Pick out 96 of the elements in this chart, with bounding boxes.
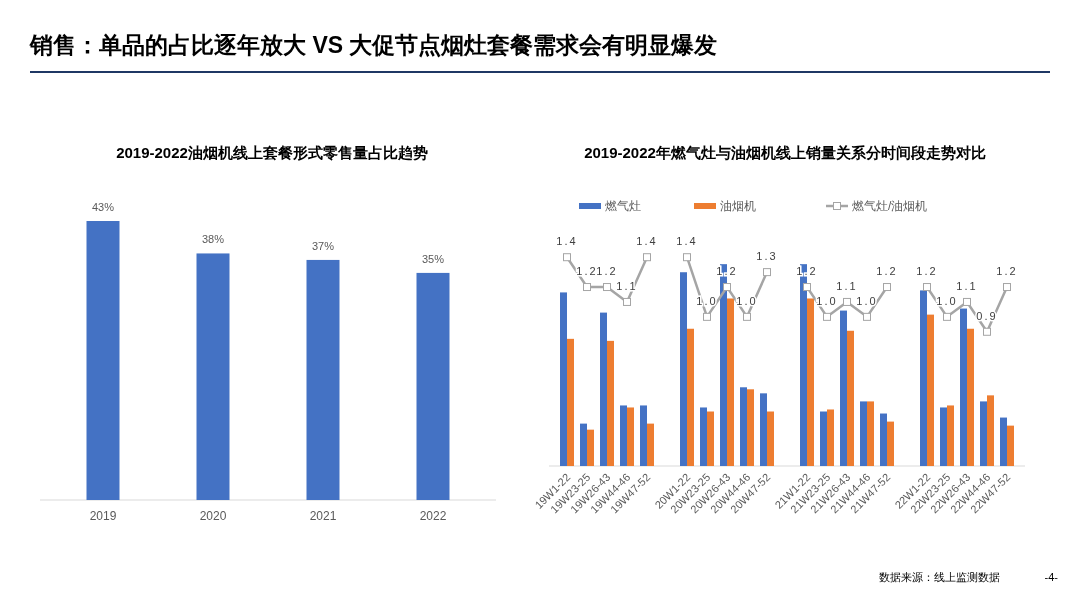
data-label: 1.0 [936, 294, 958, 307]
data-label: 35% [421, 252, 445, 265]
data-label: 1.0 [816, 294, 838, 307]
point [583, 283, 591, 292]
data-label: 1.3 [756, 250, 778, 263]
x-tick-label: 2019 [89, 509, 117, 523]
point [743, 312, 751, 321]
bar [847, 330, 854, 466]
bar [647, 423, 654, 466]
point [1003, 283, 1011, 292]
bar [1007, 425, 1014, 466]
point [683, 253, 691, 262]
bar [927, 314, 934, 466]
data-label: 0.9 [976, 309, 998, 322]
point [603, 283, 611, 292]
point [703, 312, 711, 321]
data-label: 1.0 [736, 294, 758, 307]
bar [640, 405, 647, 466]
text: 销售：单品的占比逐年放大 VS 大促节点烟灶套餐需求会有明显爆发 [29, 32, 718, 58]
bar [820, 411, 827, 466]
bar [587, 429, 594, 466]
legend-label: 燃气灶/油烟机 [852, 199, 928, 213]
point [983, 327, 991, 336]
point [963, 297, 971, 306]
x-tick-label: 2021 [309, 509, 337, 523]
source-note: 数据来源：线上监测数据 [879, 571, 1000, 583]
bar [967, 328, 974, 466]
bar [760, 393, 767, 466]
bar [807, 298, 814, 466]
bar [580, 423, 587, 466]
bar [887, 421, 894, 466]
bar [867, 401, 874, 466]
bar [920, 290, 927, 466]
data-label: 37% [311, 239, 335, 252]
point [883, 283, 891, 292]
data-label: 1.0 [696, 294, 718, 307]
chart-title: 2019-2022年燃气灶与油烟机线上销量关系分时间段走势对比 [584, 144, 986, 161]
point [863, 312, 871, 321]
bar [747, 389, 754, 466]
chart-title: 2019-2022油烟机线上套餐形式零售量占比趋势 [116, 144, 428, 161]
bar [416, 272, 450, 500]
data-label: 1.1 [836, 279, 858, 292]
bar [987, 395, 994, 466]
x-tick-label: 2022 [419, 509, 447, 523]
point [763, 268, 771, 277]
bar [196, 253, 230, 500]
bar [767, 411, 774, 466]
point [623, 297, 631, 306]
data-label: 1.4 [636, 235, 658, 248]
bar [680, 272, 687, 466]
bar [1000, 417, 1007, 466]
bar [960, 308, 967, 466]
point [803, 283, 811, 292]
bar [860, 401, 867, 466]
point [563, 253, 571, 262]
bar [600, 312, 607, 466]
text: -4- [1044, 571, 1059, 583]
x-tick-label: 2020 [199, 509, 227, 523]
legend-label: 燃气灶 [605, 199, 641, 213]
bar [947, 405, 954, 466]
point [823, 312, 831, 321]
data-label: 1.2 [996, 265, 1018, 278]
data-label: 1.2 [576, 265, 598, 278]
bar [707, 411, 714, 466]
data-label: 1.4 [676, 235, 698, 248]
bar [306, 259, 340, 500]
bar [567, 338, 574, 466]
point [943, 312, 951, 321]
data-label: 1.2 [876, 265, 898, 278]
legend-label: 油烟机 [720, 199, 756, 213]
bar [687, 328, 694, 466]
bar [940, 407, 947, 466]
bar [627, 407, 634, 466]
bar [880, 413, 887, 466]
point [723, 283, 731, 292]
bar [827, 409, 834, 466]
data-label: 1.2 [916, 265, 938, 278]
bar [840, 310, 847, 466]
bar [980, 401, 987, 466]
bar [560, 292, 567, 466]
bar [86, 221, 120, 500]
bar [700, 407, 707, 466]
point [643, 253, 651, 262]
bar [607, 340, 614, 466]
data-label: 1.1 [956, 279, 978, 292]
bar [620, 405, 627, 466]
bar [727, 298, 734, 466]
point [923, 283, 931, 292]
data-label: 1.1 [616, 279, 638, 292]
data-label: 43% [91, 201, 115, 213]
bar [740, 387, 747, 466]
data-label: 1.0 [856, 294, 878, 307]
point [843, 297, 851, 306]
data-label: 1.4 [556, 235, 578, 248]
data-label: 38% [201, 233, 225, 246]
data-label: 1.2 [596, 265, 618, 278]
